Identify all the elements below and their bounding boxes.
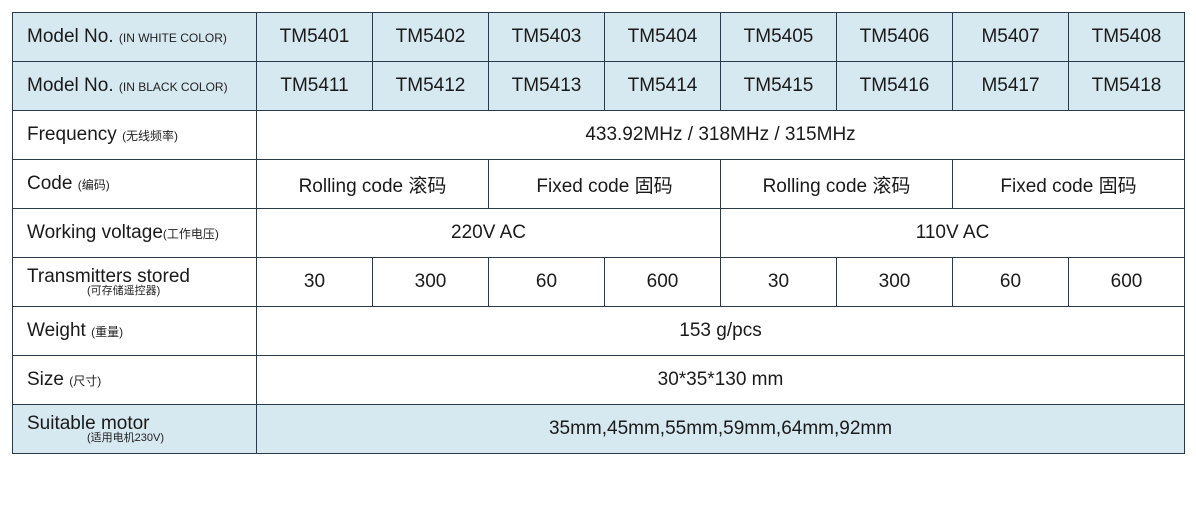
rowhead-model-white: Model No. (IN WHITE COLOR) [13,13,257,62]
cell-motor: 35mm,45mm,55mm,59mm,64mm,92mm [257,405,1185,454]
cell: 30 [721,258,837,307]
cell: TM5414 [605,62,721,111]
label-main: Transmitters stored [27,268,190,286]
label-sub: (重量) [91,325,123,339]
cell-size: 30*35*130 mm [257,356,1185,405]
cell: TM5402 [373,13,489,62]
cell: TM5416 [837,62,953,111]
rowhead-code: Code (编码) [13,160,257,209]
rowhead-voltage: Working voltage(工作电压) [13,209,257,258]
cell: 300 [373,258,489,307]
cell: 60 [489,258,605,307]
cell: 600 [1069,258,1185,307]
label-main: Model No. [27,26,114,47]
label-sub: (可存储遥控器) [27,286,160,297]
label-sub: (编码) [78,178,110,192]
rowhead-transmitters: Transmitters stored (可存储遥控器) [13,258,257,307]
rowhead-frequency: Frequency (无线频率) [13,111,257,160]
row-frequency: Frequency (无线频率) 433.92MHz / 318MHz / 31… [13,111,1185,160]
label-main: Code [27,173,72,194]
cell-frequency: 433.92MHz / 318MHz / 315MHz [257,111,1185,160]
cell: TM5403 [489,13,605,62]
rowhead-model-black: Model No. (IN BLACK COLOR) [13,62,257,111]
cell: TM5412 [373,62,489,111]
cell: M5417 [953,62,1069,111]
cell: TM5418 [1069,62,1185,111]
row-weight: Weight (重量) 153 g/pcs [13,307,1185,356]
cell: 600 [605,258,721,307]
row-model-black: Model No. (IN BLACK COLOR) TM5411 TM5412… [13,62,1185,111]
label-main: Model No. [27,75,114,96]
label-main: Frequency [27,124,117,145]
cell: Rolling code 滚码 [721,160,953,209]
cell: TM5413 [489,62,605,111]
cell: TM5406 [837,13,953,62]
cell: Fixed code 固码 [489,160,721,209]
cell: TM5415 [721,62,837,111]
label-main: Suitable motor [27,415,150,433]
cell: 300 [837,258,953,307]
label-sub: (尺寸) [69,374,101,388]
label-main: Weight [27,320,86,341]
cell: 110V AC [721,209,1185,258]
label-sub: (IN BLACK COLOR) [119,80,228,94]
cell: TM5408 [1069,13,1185,62]
cell: 30 [257,258,373,307]
row-transmitters: Transmitters stored (可存储遥控器) 30 300 60 6… [13,258,1185,307]
rowhead-weight: Weight (重量) [13,307,257,356]
label-sub: (无线频率) [122,129,178,143]
rowhead-motor: Suitable motor (适用电机230V) [13,405,257,454]
cell: TM5411 [257,62,373,111]
cell: M5407 [953,13,1069,62]
rowhead-size: Size (尺寸) [13,356,257,405]
cell: 60 [953,258,1069,307]
row-code: Code (编码) Rolling code 滚码 Fixed code 固码 … [13,160,1185,209]
cell: TM5405 [721,13,837,62]
cell-weight: 153 g/pcs [257,307,1185,356]
row-voltage: Working voltage(工作电压) 220V AC 110V AC [13,209,1185,258]
cell: 220V AC [257,209,721,258]
row-motor: Suitable motor (适用电机230V) 35mm,45mm,55mm… [13,405,1185,454]
spec-table: Model No. (IN WHITE COLOR) TM5401 TM5402… [12,12,1185,454]
cell: Rolling code 滚码 [257,160,489,209]
cell: TM5404 [605,13,721,62]
label-sub: (IN WHITE COLOR) [119,31,227,45]
cell: TM5401 [257,13,373,62]
label-main: Working voltage [27,222,163,243]
label-sub: (适用电机230V) [27,433,164,444]
label-main: Size [27,369,64,390]
row-model-white: Model No. (IN WHITE COLOR) TM5401 TM5402… [13,13,1185,62]
label-sub: (工作电压) [163,227,219,241]
row-size: Size (尺寸) 30*35*130 mm [13,356,1185,405]
cell: Fixed code 固码 [953,160,1185,209]
